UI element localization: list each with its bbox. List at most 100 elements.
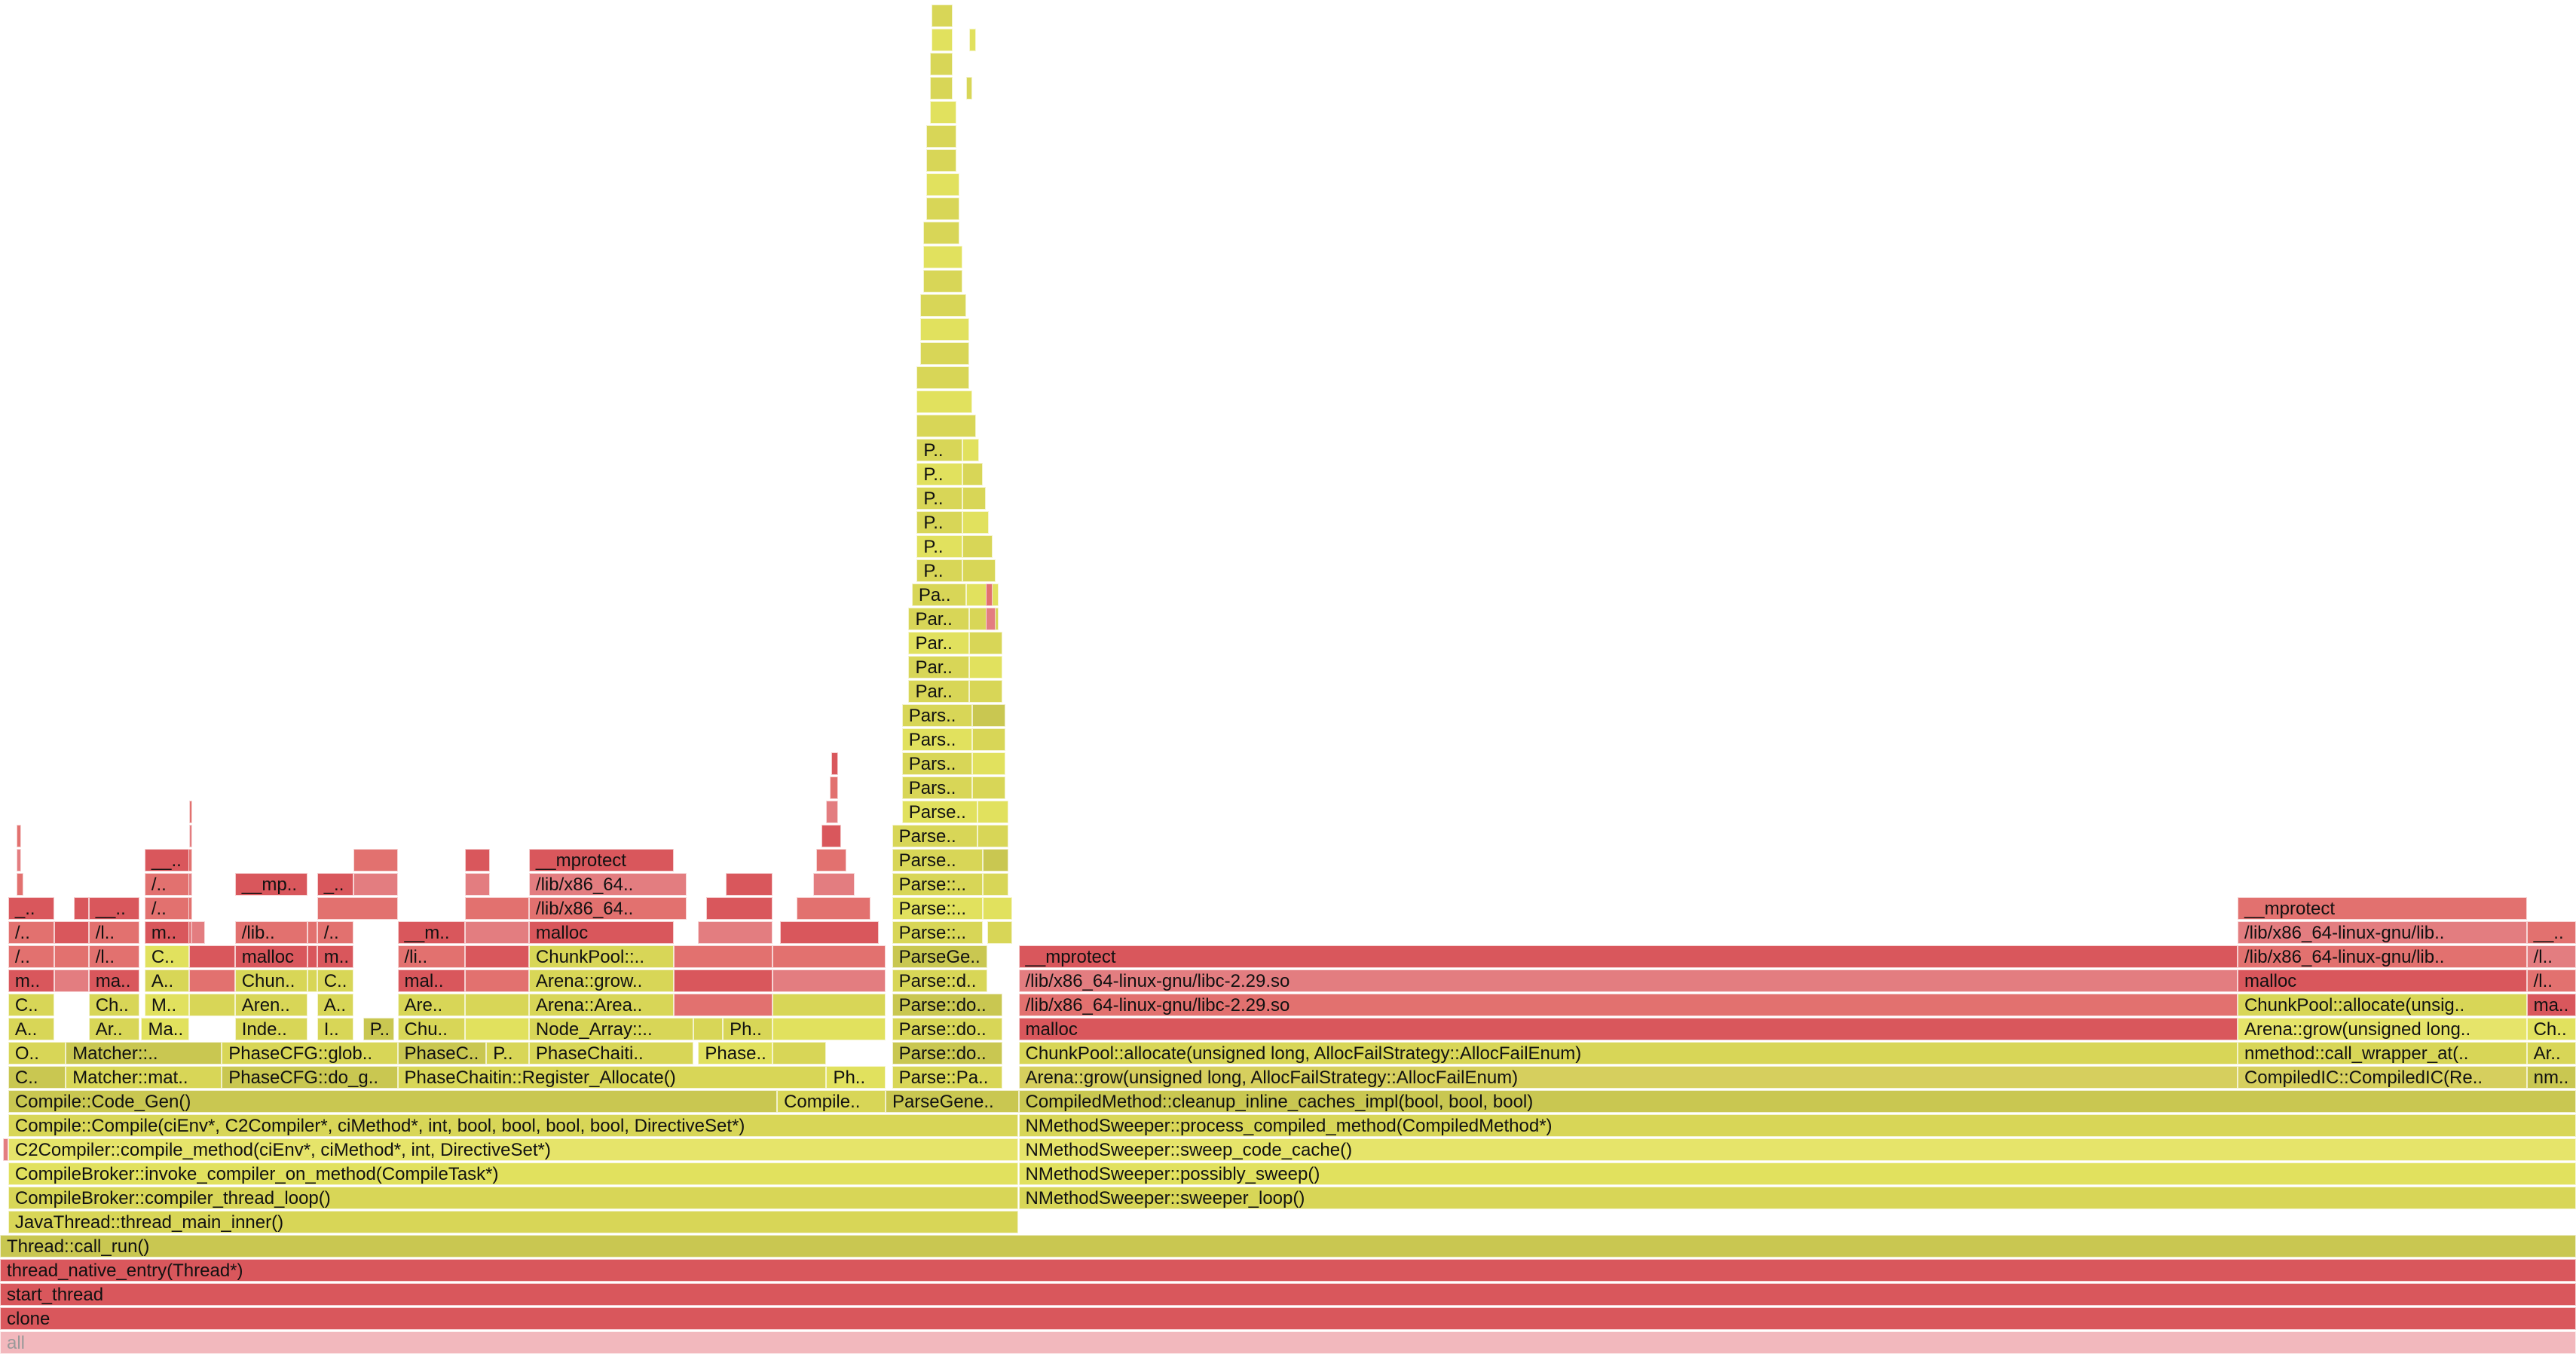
flame-frame[interactable]: C.. (8, 1066, 66, 1089)
flame-fragment[interactable] (772, 1018, 886, 1040)
flame-frame[interactable]: /li.. (397, 945, 465, 968)
flame-frame[interactable]: Par.. (908, 656, 970, 678)
flame-fragment[interactable] (977, 801, 1009, 823)
flame-frame[interactable]: Ar.. (88, 1018, 140, 1040)
flame-frame[interactable]: m.. (8, 970, 54, 992)
flame-frame[interactable]: Chun.. (234, 970, 307, 992)
flame-frame[interactable]: mal.. (397, 970, 465, 992)
flame-fragment[interactable] (813, 873, 855, 896)
flame-frame[interactable]: NMethodSweeper::sweep_code_cache() (1018, 1138, 2576, 1161)
flame-fragment[interactable] (693, 1018, 724, 1040)
flame-frame[interactable]: /lib/x86_64-linux-gnu/lib.. (2237, 945, 2527, 968)
flame-frame[interactable]: ChunkPool::allocate(unsigned long, Alloc… (1018, 1042, 2238, 1064)
flame-frame[interactable]: /l.. (2526, 970, 2576, 992)
flame-frame[interactable]: Parse::.. (892, 873, 983, 896)
flame-frame[interactable]: Inde.. (234, 1018, 307, 1040)
flame-fragment[interactable] (831, 752, 838, 775)
flame-frame[interactable]: Compile::Compile(ciEnv*, C2Compiler*, ci… (8, 1114, 1019, 1137)
flame-frame[interactable]: ChunkPool::allocate(unsig.. (2237, 994, 2527, 1016)
flame-frame[interactable]: /.. (8, 921, 54, 944)
flame-frame[interactable]: P.. (916, 511, 963, 534)
flame-fragment[interactable] (16, 873, 23, 896)
flame-frame[interactable]: m.. (317, 945, 353, 968)
flame-frame[interactable]: malloc (234, 945, 307, 968)
flame-frame[interactable]: C.. (317, 970, 353, 992)
flame-fragment[interactable] (772, 1042, 827, 1064)
flame-fragment[interactable] (188, 994, 235, 1016)
flame-frame[interactable]: Ph.. (723, 1018, 772, 1040)
flame-frame[interactable]: /.. (144, 897, 189, 920)
flame-frame[interactable]: Parse.. (901, 801, 977, 823)
flame-frame[interactable]: PhaseCFG::do_g.. (222, 1066, 398, 1089)
flame-frame[interactable]: thread_native_entry(Thread*) (0, 1259, 2576, 1282)
flame-frame[interactable]: CompiledIC::CompiledIC(Re.. (2237, 1066, 2527, 1089)
flame-fragment[interactable] (464, 945, 529, 968)
flame-fragment[interactable] (919, 342, 970, 365)
flame-fragment[interactable] (464, 994, 529, 1016)
flame-frame[interactable]: __mprotect (2237, 897, 2527, 920)
flame-fragment[interactable] (916, 366, 970, 389)
flame-fragment[interactable] (962, 535, 993, 558)
flame-frame[interactable]: Node_Array::.. (528, 1018, 693, 1040)
flame-frame[interactable]: P.. (916, 535, 963, 558)
flame-fragment[interactable] (969, 29, 976, 51)
flame-fragment[interactable] (464, 873, 490, 896)
flame-fragment[interactable] (16, 849, 22, 871)
flame-fragment[interactable] (780, 921, 880, 944)
flame-frame[interactable]: CompiledMethod::cleanup_inline_caches_im… (1018, 1090, 2576, 1113)
flame-frame[interactable]: Parse::do.. (892, 994, 1002, 1016)
flame-fragment[interactable] (16, 825, 22, 847)
flame-frame[interactable]: /l.. (2526, 945, 2576, 968)
flame-fragment[interactable] (982, 897, 1012, 920)
flame-fragment[interactable] (706, 897, 772, 920)
flame-frame[interactable]: Pa.. (911, 584, 966, 606)
flame-fragment[interactable] (969, 632, 1002, 654)
flame-frame[interactable]: __.. (88, 897, 140, 920)
flame-fragment[interactable] (962, 487, 986, 510)
flame-fragment[interactable] (919, 318, 970, 341)
flame-fragment[interactable] (54, 921, 89, 944)
flame-fragment[interactable] (982, 873, 1009, 896)
flame-fragment[interactable] (74, 897, 89, 920)
flame-frame[interactable]: A.. (144, 970, 189, 992)
flame-frame[interactable]: Par.. (908, 608, 970, 630)
flame-frame[interactable]: __mprotect (1018, 945, 2238, 968)
flame-fragment[interactable] (962, 559, 996, 582)
flame-frame[interactable]: malloc (2237, 970, 2527, 992)
flame-frame[interactable]: M.. (144, 994, 189, 1016)
flame-frame[interactable]: Ma.. (141, 1018, 189, 1040)
flame-fragment[interactable] (673, 970, 772, 992)
flame-frame[interactable]: nmethod::call_wrapper_at(.. (2237, 1042, 2527, 1064)
flame-frame[interactable]: Pars.. (901, 728, 973, 751)
flame-frame[interactable]: P.. (916, 559, 963, 582)
flame-frame[interactable]: Parse::do.. (892, 1018, 1002, 1040)
flame-fragment[interactable] (985, 608, 996, 630)
flame-fragment[interactable] (317, 897, 398, 920)
flame-fragment[interactable] (929, 53, 953, 75)
flame-frame[interactable]: Ch.. (88, 994, 140, 1016)
flame-fragment[interactable] (772, 994, 886, 1016)
flame-frame[interactable]: Matcher::.. (66, 1042, 222, 1064)
flame-fragment[interactable] (673, 945, 772, 968)
flame-fragment[interactable] (188, 970, 235, 992)
flame-frame[interactable]: PhaseChaitin::Register_Allocate() (397, 1066, 827, 1089)
flame-fragment[interactable] (816, 849, 846, 871)
flame-fragment[interactable] (826, 801, 838, 823)
flame-fragment[interactable] (965, 77, 973, 100)
flame-frame[interactable]: A.. (8, 1018, 54, 1040)
flame-fragment[interactable] (353, 849, 398, 871)
flame-frame[interactable]: malloc (528, 921, 674, 944)
flame-fragment[interactable] (307, 921, 317, 944)
flame-frame[interactable]: Parse::Pa.. (892, 1066, 1002, 1089)
flame-frame[interactable]: __.. (2526, 921, 2576, 944)
flame-fragment[interactable] (919, 294, 966, 317)
flame-fragment[interactable] (772, 945, 886, 968)
flame-frame[interactable]: Parse::do.. (892, 1042, 1002, 1064)
flame-fragment[interactable] (464, 970, 529, 992)
flame-fragment[interactable] (673, 994, 772, 1016)
flame-frame[interactable]: /lib/x86_64-linux-gnu/libc-2.29.so (1018, 994, 2238, 1016)
flame-frame[interactable]: JavaThread::thread_main_inner() (8, 1211, 1019, 1233)
flame-fragment[interactable] (923, 246, 963, 268)
flame-frame[interactable] (3, 1138, 8, 1161)
flame-frame[interactable]: ChunkPool::.. (528, 945, 674, 968)
